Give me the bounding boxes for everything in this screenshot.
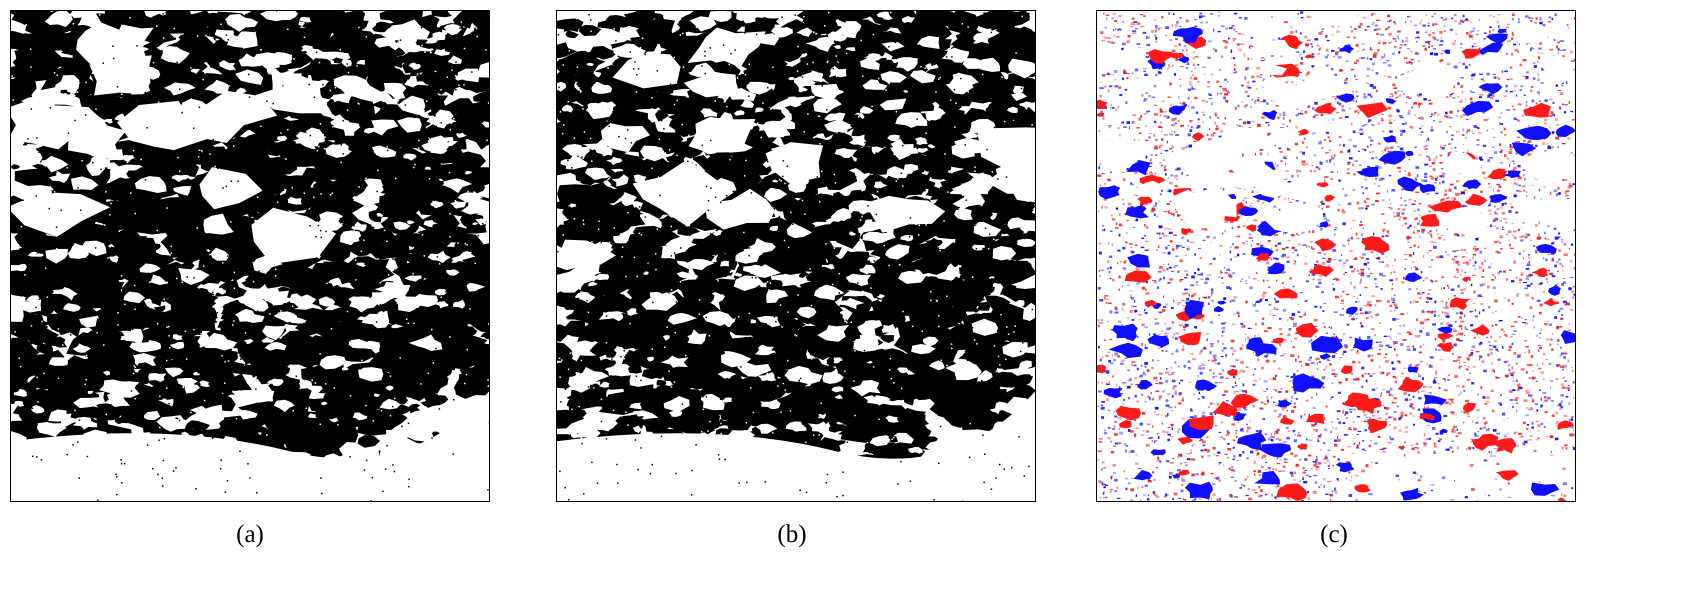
panel-b-binary-map xyxy=(556,10,1036,502)
panel-b-image xyxy=(557,11,1035,501)
panel-c-image xyxy=(1097,11,1575,501)
caption-c: (c) xyxy=(1320,521,1348,548)
panel-a-image xyxy=(11,11,489,501)
panel-a-binary-map xyxy=(10,10,490,502)
caption-b: (b) xyxy=(777,521,807,548)
panel-c-difference-map xyxy=(1096,10,1576,502)
caption-a: (a) xyxy=(236,521,264,548)
